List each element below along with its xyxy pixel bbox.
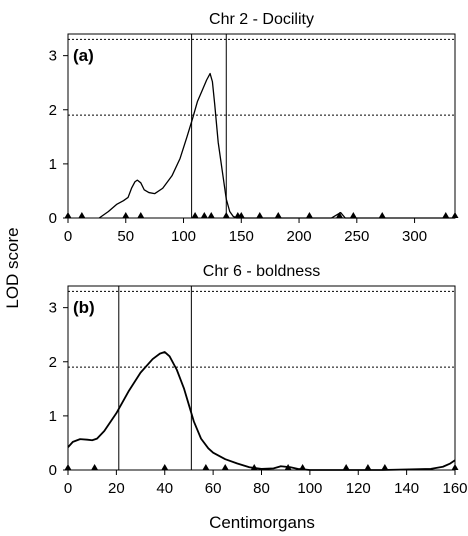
marker-triangle bbox=[306, 212, 313, 218]
marker-triangle bbox=[201, 212, 208, 218]
x-axis-title: Centimorgans bbox=[209, 513, 315, 532]
x-tick-label: 160 bbox=[442, 480, 467, 497]
x-tick-label: 50 bbox=[117, 228, 134, 245]
marker-triangle bbox=[91, 464, 98, 470]
marker-triangle bbox=[202, 464, 209, 470]
y-tick-label: 0 bbox=[49, 210, 57, 227]
marker-triangle bbox=[364, 464, 371, 470]
x-tick-label: 20 bbox=[108, 480, 125, 497]
y-tick-label: 0 bbox=[49, 462, 57, 479]
y-tick-label: 1 bbox=[49, 156, 57, 173]
x-tick-label: 0 bbox=[64, 480, 72, 497]
marker-triangle bbox=[223, 212, 230, 218]
marker-triangle bbox=[299, 464, 306, 470]
marker-triangle bbox=[350, 212, 357, 218]
y-tick-label: 2 bbox=[49, 354, 57, 371]
y-tick-label: 3 bbox=[49, 48, 57, 65]
x-tick-label: 100 bbox=[171, 228, 196, 245]
plot-frame bbox=[68, 34, 455, 218]
marker-triangle bbox=[452, 212, 459, 218]
x-tick-label: 200 bbox=[287, 228, 312, 245]
panel-b: Chr 6 - boldness 0 1 2 3 0 20 40 60 80 100 120 140 16… bbox=[49, 263, 468, 497]
marker-triangle bbox=[381, 464, 388, 470]
x-tick-label: 100 bbox=[297, 480, 322, 497]
marker-triangle bbox=[256, 212, 263, 218]
marker-triangle bbox=[343, 464, 350, 470]
marker-triangle bbox=[122, 212, 129, 218]
marker-triangle bbox=[65, 212, 72, 218]
plot-frame bbox=[68, 286, 455, 470]
marker-triangle bbox=[442, 212, 449, 218]
marker-triangle bbox=[208, 212, 215, 218]
y-axis-title: LOD score bbox=[3, 227, 22, 308]
marker-triangle bbox=[222, 464, 229, 470]
marker-triangle bbox=[275, 212, 282, 218]
y-tick-label: 1 bbox=[49, 408, 57, 425]
x-tick-label: 40 bbox=[156, 480, 173, 497]
marker-triangle bbox=[78, 212, 85, 218]
y-tick-label: 2 bbox=[49, 102, 57, 119]
lod-curve bbox=[68, 352, 455, 470]
marker-triangle bbox=[65, 464, 72, 470]
marker-triangle bbox=[192, 212, 199, 218]
x-tick-label: 150 bbox=[229, 228, 254, 245]
lod-curve bbox=[99, 74, 455, 218]
x-tick-label: 300 bbox=[402, 228, 427, 245]
chart-title: Chr 2 - Docility bbox=[209, 11, 314, 28]
y-tick-label: 3 bbox=[49, 300, 57, 317]
x-tick-label: 60 bbox=[205, 480, 222, 497]
x-tick-label: 0 bbox=[64, 228, 72, 245]
x-tick-label: 80 bbox=[253, 480, 270, 497]
marker-triangle bbox=[137, 212, 144, 218]
x-tick-label: 250 bbox=[344, 228, 369, 245]
panel-label: (b) bbox=[73, 298, 95, 317]
marker-triangle bbox=[379, 212, 386, 218]
x-tick-label: 140 bbox=[394, 480, 419, 497]
marker-triangle bbox=[452, 464, 459, 470]
marker-triangle bbox=[161, 464, 168, 470]
chart-title: Chr 6 - boldness bbox=[203, 263, 320, 280]
x-tick-label: 120 bbox=[346, 480, 371, 497]
panel-a: Chr 2 - Docility 0 1 2 3 0 50 100 150 200 250 300 (a… bbox=[49, 11, 459, 245]
panel-label: (a) bbox=[73, 46, 94, 65]
